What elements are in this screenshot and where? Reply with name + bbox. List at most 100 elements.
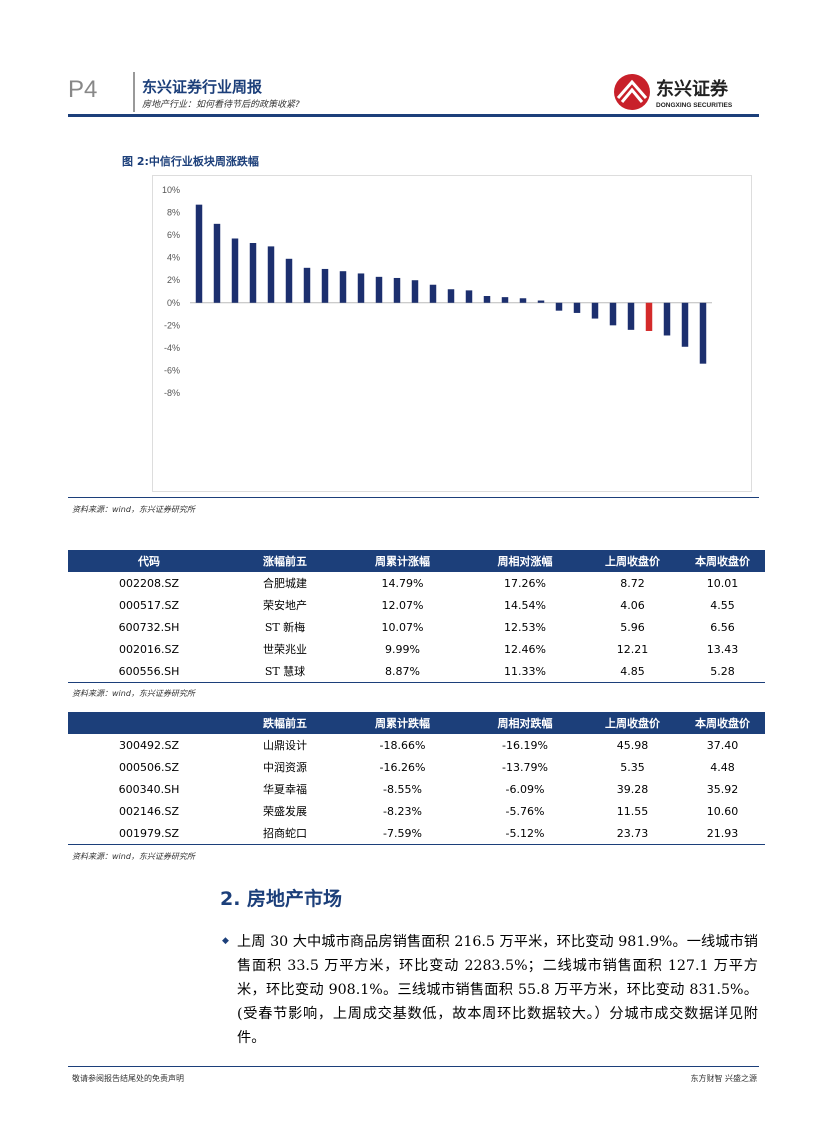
table-cell: 世荣兆业 [263, 643, 307, 656]
table-cell: -5.12% [465, 822, 585, 845]
table-cell: 4.85 [585, 660, 680, 683]
table-cell: 14.79% [381, 576, 424, 590]
header-cell: 上周收盘价 [585, 712, 680, 734]
table-cell: -18.66% [379, 738, 426, 752]
report-title: 东兴证券行业周报 [142, 78, 263, 96]
bar [447, 289, 455, 303]
footer-right: 东方财智 兴盛之源 [690, 1074, 757, 1083]
bar [195, 204, 203, 303]
table-cell: 21.93 [680, 822, 765, 845]
table-row: 002146.SZ 荣盛发展 -8.23% -5.76% 11.55 10.60 [68, 800, 765, 822]
table-cell: 合肥城建 [263, 577, 307, 590]
bar [609, 302, 617, 326]
table-cell: -8.55% [383, 782, 422, 796]
table-cell: 招商蛇口 [230, 822, 340, 845]
y-tick-label: 6% [167, 230, 180, 240]
bar [303, 267, 311, 303]
table-cell: 4.48 [710, 760, 735, 774]
table-row: 600340.SH 华夏幸福 -8.55% -6.09% 39.28 35.92 [68, 778, 765, 800]
header-cell: 周累计跌幅 [340, 712, 465, 734]
table-cell: 17.26% [504, 576, 546, 590]
header-cell: 本周收盘价 [680, 550, 765, 572]
table-row: 600556.SH ST 慧球 8.87% 11.33% 4.85 5.28 [68, 660, 765, 683]
table-cell: 荣安地产 [263, 599, 307, 612]
bar [213, 223, 221, 303]
table-cell: 中润资源 [263, 761, 307, 774]
table-cell: 000506.SZ [118, 760, 179, 774]
y-tick-label: -2% [164, 320, 180, 330]
logo-text: 东兴证券 [656, 78, 729, 100]
gainers-table: 代码 涨幅前五 周累计涨幅 周相对涨幅 上周收盘价 本周收盘价 002208.SZ 合肥城建 1… [68, 550, 765, 683]
table-cell: -6.09% [505, 782, 545, 796]
table-cell: 300492.SZ [118, 738, 179, 752]
source-note: 资料来源：wind，东兴证券研究所 [72, 852, 195, 861]
header-cell: 上周收盘价 [585, 550, 680, 572]
bar [375, 276, 383, 303]
bar [591, 302, 599, 319]
table-row: 300492.SZ 山鼎设计 -18.66% -16.19% 45.98 37.40 [68, 734, 765, 756]
figure-title: 图 2:中信行业板块周涨跌幅 [122, 155, 259, 168]
table-cell: 600732.SH [118, 620, 180, 634]
logo: 东兴证券 DONGXING SECURITIES [614, 74, 733, 110]
header-rule [68, 114, 759, 117]
table-cell: -5.76% [505, 804, 545, 818]
table-cell: 山鼎设计 [263, 739, 307, 752]
bar [681, 302, 689, 347]
header-cell: 代码 [68, 550, 230, 572]
table-cell: -8.23% [383, 804, 422, 818]
logo-symbol [616, 79, 648, 103]
table-cell: 10.60 [706, 804, 739, 818]
table-row: 000506.SZ 中润资源 -16.26% -13.79% 5.35 4.48 [68, 756, 765, 778]
y-tick-label: -6% [164, 365, 180, 375]
table-cell: 8.72 [620, 576, 645, 590]
table-cell: 4.55 [710, 598, 735, 612]
table-cell: 45.98 [616, 738, 649, 752]
divider [133, 72, 135, 112]
table-cell: -16.26% [379, 760, 426, 774]
y-tick-label: 2% [167, 275, 180, 285]
bar [663, 302, 671, 336]
bar [483, 296, 491, 303]
header-cell: 周相对跌幅 [465, 712, 585, 734]
table-cell: -13.79% [502, 760, 548, 774]
table-row: 000517.SZ 荣安地产 12.07% 14.54% 4.06 4.55 [68, 594, 765, 616]
table-row: 001979.SZ 招商蛇口 -7.59% -5.12% 23.73 21.93 [68, 822, 765, 845]
table-cell: 12.21 [616, 642, 649, 656]
bar [393, 277, 401, 303]
header-row: 代码 涨幅前五 周累计涨幅 周相对涨幅 上周收盘价 本周收盘价 [68, 550, 765, 572]
header-row: 跌幅前五 周累计跌幅 周相对跌幅 上周收盘价 本周收盘价 [68, 712, 765, 734]
bar [501, 297, 509, 303]
chart-rule [68, 497, 759, 498]
table-cell: 10.07% [381, 620, 424, 634]
table-row: 002016.SZ 世荣兆业 9.99% 12.46% 12.21 13.43 [68, 638, 765, 660]
table-cell: -16.19% [502, 738, 548, 752]
table-cell: 华夏幸福 [263, 783, 307, 796]
bar [627, 302, 635, 330]
table-cell: 11.33% [465, 660, 585, 683]
bar [285, 258, 293, 303]
header-cell: 跌幅前五 [230, 712, 340, 734]
table-cell: 39.28 [616, 782, 649, 796]
table-row: 600732.SH ST 新梅 10.07% 12.53% 5.96 6.56 [68, 616, 765, 638]
bar [339, 271, 347, 303]
y-tick-label: 8% [167, 208, 180, 218]
bar [645, 302, 653, 331]
table-cell: 11.55 [616, 804, 649, 818]
bar [321, 268, 329, 303]
table-cell: 13.43 [706, 642, 739, 656]
table-cell: 8.87% [340, 660, 465, 683]
losers-table: 跌幅前五 周累计跌幅 周相对跌幅 上周收盘价 本周收盘价 300492.SZ 山鼎设计 -18… [68, 712, 765, 845]
bullet: ◆ [222, 936, 229, 946]
paragraph: 上周 30 大中城市商品房销售面积 216.5 万平米，环比变动 981.9%。… [237, 934, 758, 1046]
table-cell: 600340.SH [118, 782, 180, 796]
chart-frame [152, 175, 752, 492]
table-cell: 600556.SH [68, 660, 230, 683]
table-row: 002208.SZ 合肥城建 14.79% 17.26% 8.72 10.01 [68, 572, 765, 594]
y-tick-label: 0% [167, 298, 180, 308]
table-cell: 5.96 [620, 620, 645, 634]
table-cell: 12.07% [381, 598, 424, 612]
y-tick-label: -4% [164, 343, 180, 353]
bar [699, 302, 707, 364]
chart: 10% 8% 6% 4% 2% 0% -2% -4% -6% -8% [162, 185, 712, 398]
